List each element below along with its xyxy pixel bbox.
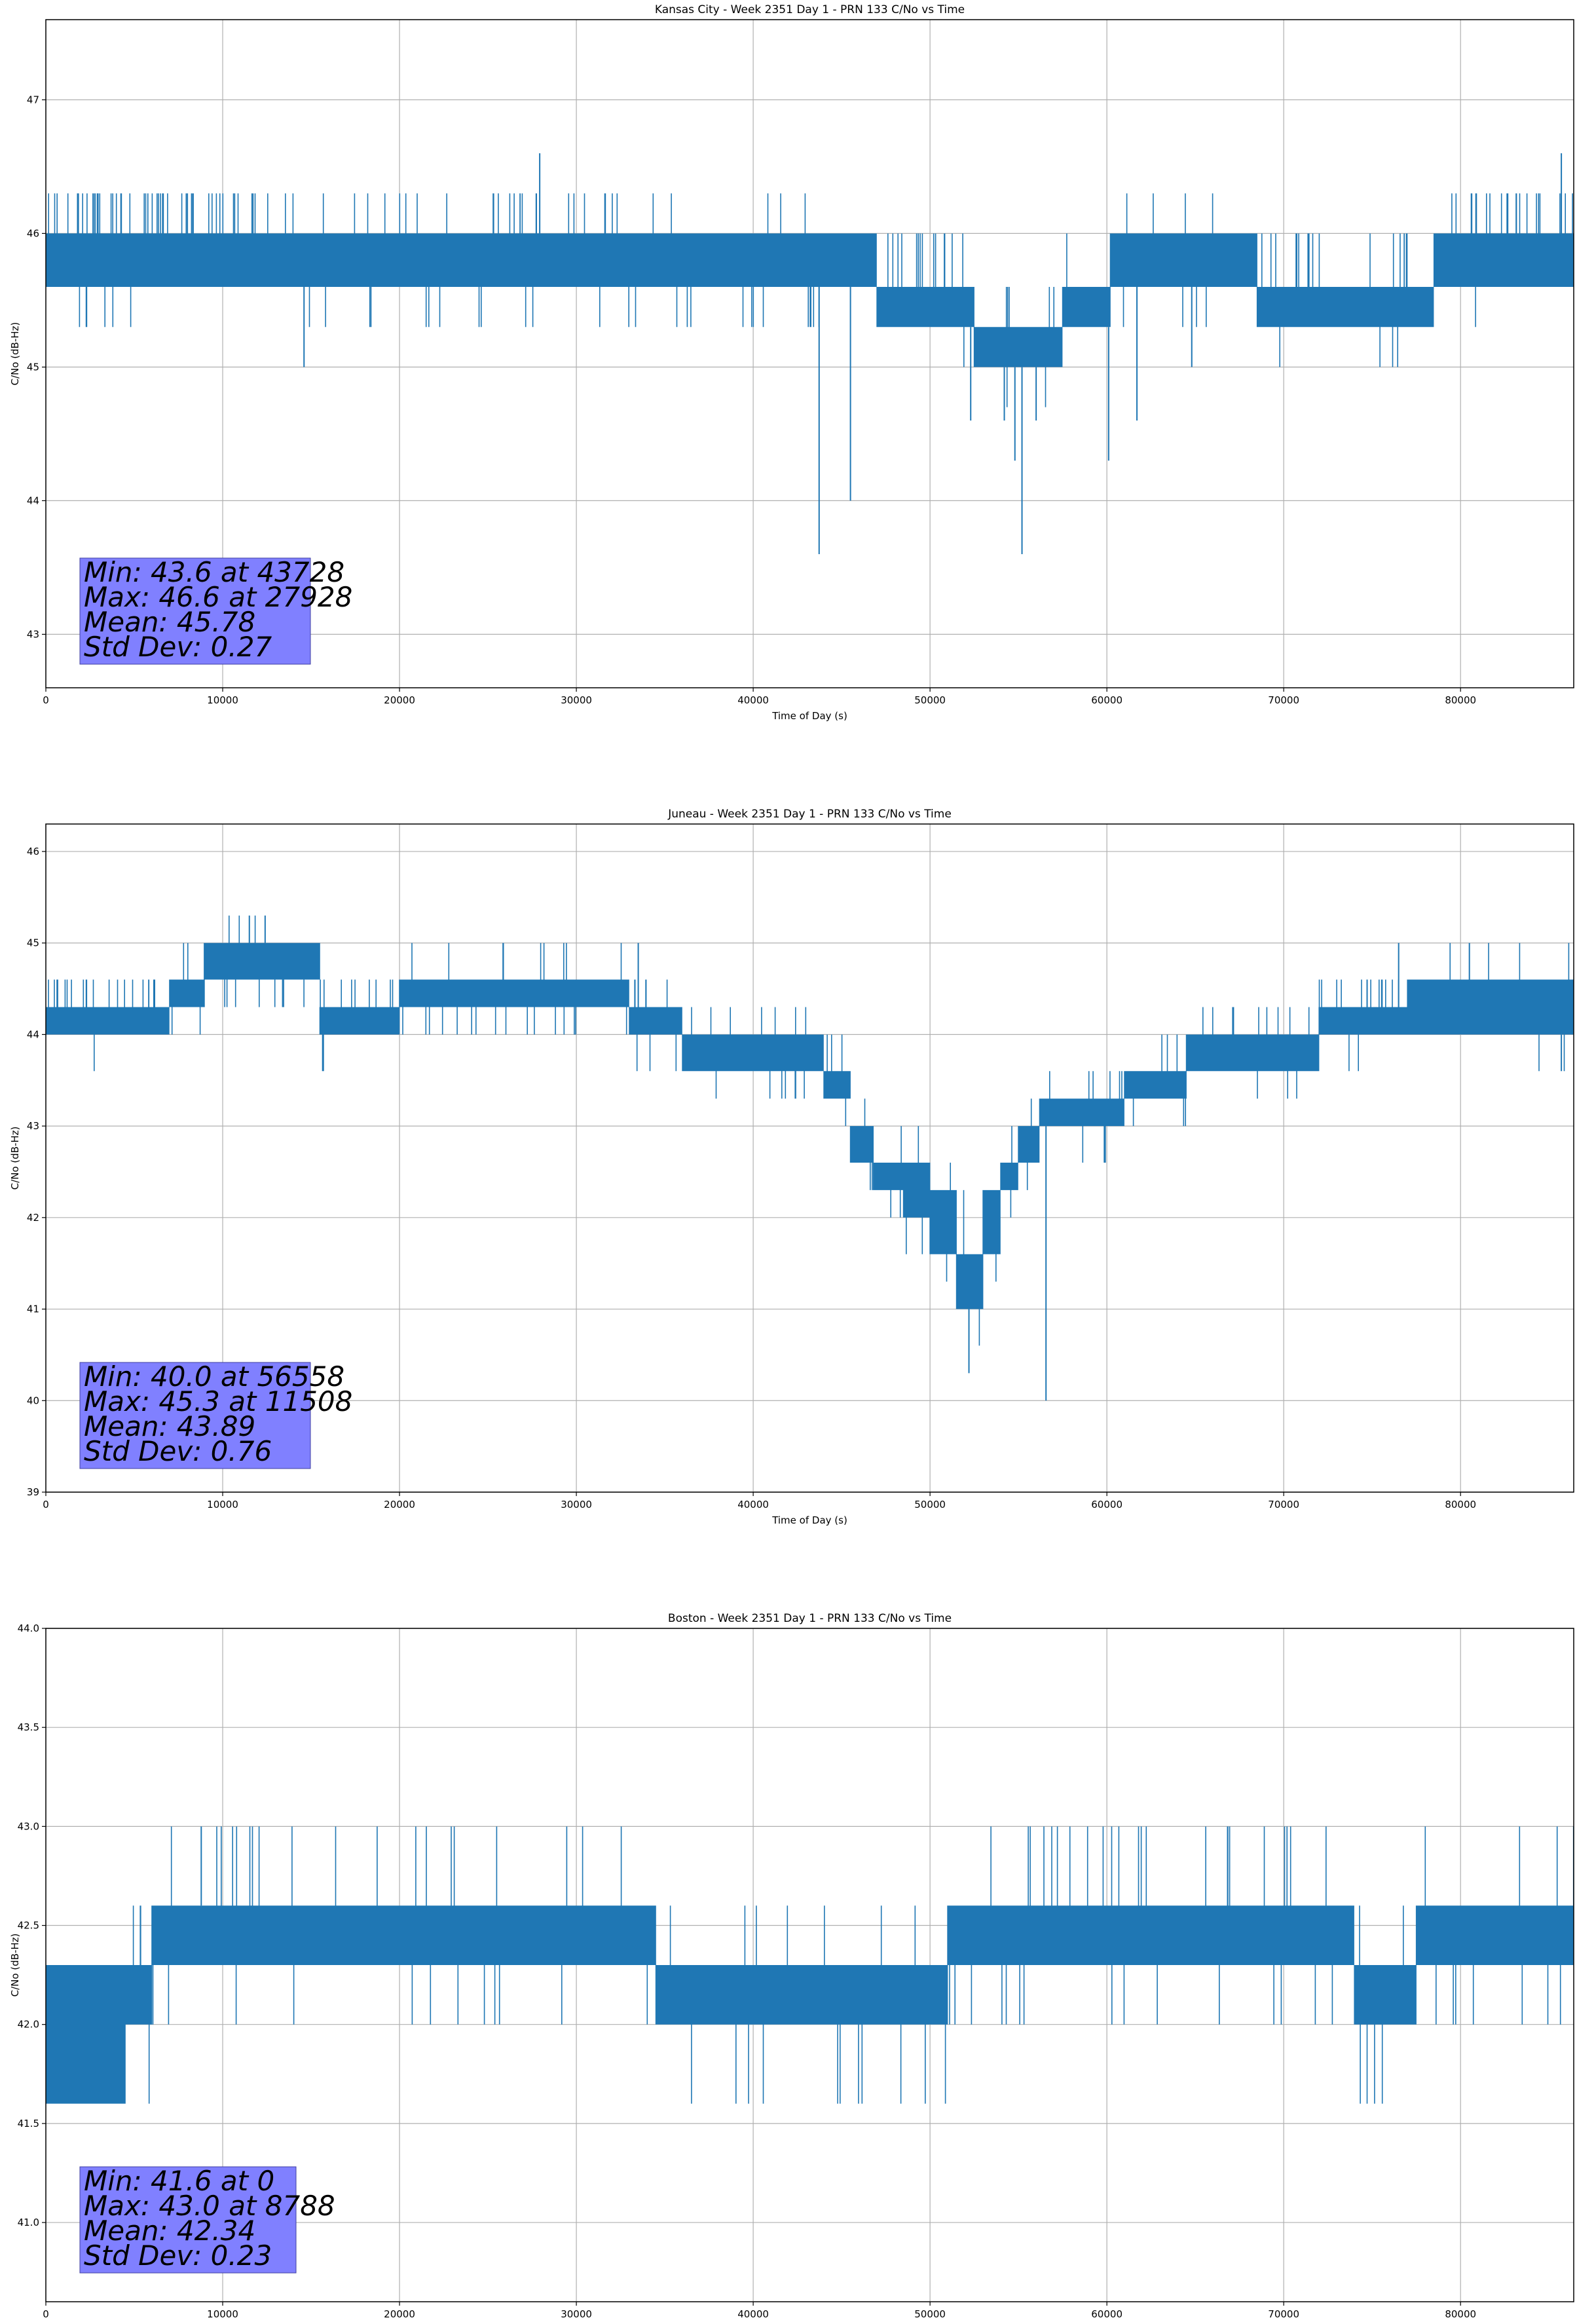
x-tick-label: 30000 [561, 1499, 592, 1510]
spikes [303, 153, 1563, 554]
y-tick-label: 39 [27, 1486, 39, 1498]
x-tick-label: 40000 [737, 1499, 769, 1510]
x-tick-label: 0 [43, 2308, 49, 2320]
x-tick-label: 70000 [1268, 694, 1299, 706]
chart-panel-3: 0 10000 20000 30000 40000 50000 60000 70000 8000… [9, 1612, 1574, 2320]
stat-mean: Mean: 43.89 [84, 1410, 255, 1442]
x-tick-label: 20000 [384, 694, 415, 706]
y-tick-label: 41.5 [18, 2118, 39, 2129]
x-axis-label: Time of Day (s) [771, 1514, 847, 1526]
y-tick-label: 43.0 [18, 1820, 39, 1832]
stat-min: Min: 40.0 at 56558 [84, 1360, 344, 1393]
x-tick-label: 40000 [737, 2308, 769, 2320]
x-tick-label: 20000 [384, 2308, 415, 2320]
x-tick-label: 60000 [1091, 2308, 1122, 2320]
stats-box-background [79, 2166, 297, 2274]
stats-box-background [79, 557, 311, 665]
x-tick-label: 30000 [561, 694, 592, 706]
y-tick-label: 40 [27, 1395, 39, 1406]
stat-max: Max: 46.6 at 27928 [84, 581, 352, 613]
y-axis-label: C/No (dB-Hz) [9, 322, 21, 386]
y-tick-label: 41.0 [18, 2217, 39, 2228]
y-tick-label: 43.5 [18, 1721, 39, 1733]
stats-box-background [79, 1362, 311, 1469]
stat-mean: Mean: 45.78 [84, 606, 255, 638]
axes-frame [45, 823, 1574, 1493]
y-tick-label: 44 [27, 1028, 39, 1040]
axes-frame [45, 19, 1574, 688]
x-tick-label: 10000 [207, 1499, 238, 1510]
y-tick-label: 42.0 [18, 2019, 39, 2031]
x-tick-label: 80000 [1445, 2308, 1476, 2320]
x-tick-label: 70000 [1268, 1499, 1299, 1510]
cno-series-line [46, 915, 1574, 1346]
cno-series-line [46, 193, 1574, 407]
y-tick-label: 44 [27, 495, 39, 506]
chart-title: Boston - Week 2351 Day 1 - PRN 133 C/No … [668, 1612, 952, 1625]
stat-std-dev: Std Dev: 0.27 [84, 631, 272, 663]
x-tick-label: 20000 [384, 1499, 415, 1510]
y-tick-label: 44.0 [18, 1622, 39, 1634]
x-tick-label: 70000 [1268, 2308, 1299, 2320]
spikes [248, 915, 1563, 1401]
y-tick-label: 42 [27, 1212, 39, 1224]
stat-std-dev: Std Dev: 0.76 [84, 1435, 272, 1467]
x-tick-label: 10000 [207, 2308, 238, 2320]
chart-title: Juneau - Week 2351 Day 1 - PRN 133 C/No … [667, 808, 952, 821]
grid [45, 20, 1574, 688]
spikes [46, 1826, 202, 2104]
x-tick-label: 80000 [1445, 1499, 1476, 1510]
x-tick-label: 10000 [207, 694, 238, 706]
y-tick-label: 42.5 [18, 1920, 39, 1932]
chart-panel-1: 0 10000 20000 30000 40000 50000 60000 70000 8000… [9, 3, 1574, 722]
stat-mean: Mean: 42.34 [84, 2215, 255, 2247]
y-tick-label: 46 [27, 846, 39, 857]
x-tick-label: 50000 [914, 1499, 946, 1510]
x-tick-label: 40000 [737, 694, 769, 706]
x-axis-label: Time of Day (s) [771, 710, 847, 722]
stat-max: Max: 43.0 at 8788 [84, 2190, 335, 2222]
y-tick-label: 43 [27, 628, 39, 640]
y-tick-label: 46 [27, 227, 39, 239]
y-tick-label: 45 [27, 361, 39, 373]
y-tick-label: 45 [27, 937, 39, 949]
y-tick-label: 41 [27, 1303, 39, 1315]
stat-min: Min: 43.6 at 43728 [84, 556, 344, 588]
x-tick-label: 0 [43, 1499, 49, 1510]
axes-frame [45, 1628, 1574, 2302]
x-tick-label: 50000 [914, 2308, 946, 2320]
x-tick-label: 50000 [914, 694, 946, 706]
y-axis-label: C/No (dB-Hz) [9, 1934, 21, 1997]
x-tick-label: 80000 [1445, 694, 1476, 706]
x-tick-label: 30000 [561, 2308, 592, 2320]
x-tick-label: 0 [43, 694, 49, 706]
y-tick-label: 47 [27, 94, 39, 105]
y-tick-label: 43 [27, 1120, 39, 1132]
chart-title: Kansas City - Week 2351 Day 1 - PRN 133 … [655, 3, 965, 16]
stat-std-dev: Std Dev: 0.23 [84, 2240, 272, 2272]
stat-max: Max: 45.3 at 11508 [84, 1385, 352, 1417]
y-axis-label: C/No (dB-Hz) [9, 1127, 21, 1190]
stat-min: Min: 41.6 at 0 [84, 2165, 274, 2197]
x-tick-label: 60000 [1091, 694, 1122, 706]
cno-series-line [46, 1826, 1574, 2104]
x-tick-label: 60000 [1091, 1499, 1122, 1510]
chart-panel-2: 0 10000 20000 30000 40000 50000 60000 70000 8000… [9, 808, 1574, 1526]
